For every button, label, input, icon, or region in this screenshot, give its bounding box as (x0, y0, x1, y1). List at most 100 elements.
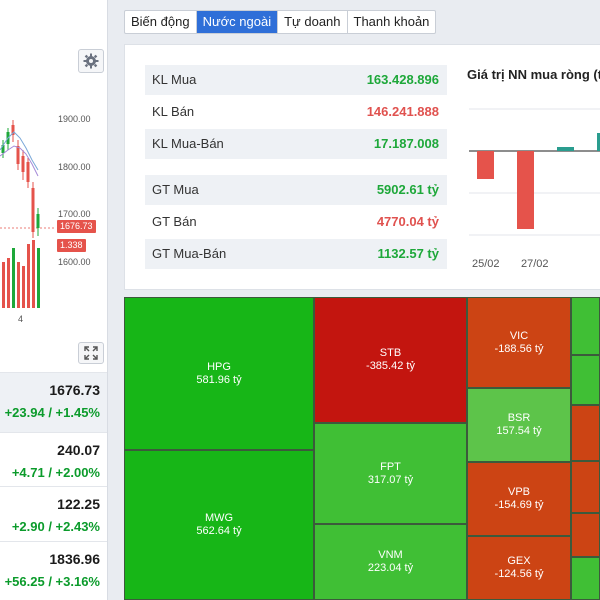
treemap-value: 223.04 tỷ (367, 562, 414, 574)
treemap-value: -124.56 tỷ (494, 568, 544, 580)
net-buy-bar (477, 151, 494, 179)
candle (1, 145, 5, 153)
stat-label: GT Bán (152, 214, 197, 229)
index-value: 122.25 (57, 496, 100, 512)
index-row[interactable]: 122.25 +2.90 / +2.43% (0, 486, 107, 546)
treemap-value: 317.07 tỷ (367, 473, 414, 486)
volume-bar (17, 262, 20, 308)
treemap-value: -154.69 tỷ (494, 499, 544, 511)
index-panel: 1900.00 1800.00 1700.00 1600.00 1676.73 … (0, 0, 108, 600)
treemap-cell-partial[interactable] (571, 461, 600, 513)
net-buy-x-label: 25/02 (472, 258, 500, 270)
treemap-symbol: VIC (509, 329, 529, 342)
net-buy-bar (597, 133, 600, 151)
price-level-label: 1900.00 (58, 114, 91, 124)
treemap-cell[interactable]: VIC -188.56 tỷ (467, 297, 571, 388)
treemap-cell-partial[interactable] (571, 405, 600, 461)
treemap-value: -385.42 tỷ (366, 360, 415, 372)
stat-label: KL Mua-Bán (152, 136, 224, 151)
treemap-cell[interactable]: MWG 562.64 tỷ (124, 450, 314, 600)
volume-bar (12, 248, 15, 308)
treemap-cell[interactable]: STB -385.42 tỷ (314, 297, 467, 423)
index-value: 240.07 (57, 442, 100, 458)
treemap-cell[interactable]: VNM 223.04 tỷ (314, 524, 467, 600)
stat-row: GT Mua 5902.61 tỷ (145, 175, 447, 205)
treemap-cell[interactable]: GEX -124.56 tỷ (467, 536, 571, 600)
net-buy-chart-title: Giá trị NN mua ròng (t (467, 67, 600, 82)
net-buy-chart: 25/02 27/02 (469, 108, 600, 270)
net-buy-bar (557, 147, 574, 151)
treemap-value: 581.96 tỷ (196, 373, 242, 386)
volume-bar (27, 244, 30, 308)
stat-row: GT Mua-Bán 1132.57 tỷ (145, 239, 447, 269)
treemap-cell[interactable]: HPG 581.96 tỷ (124, 297, 314, 450)
index-change: +23.94 / +1.45% (4, 405, 100, 420)
stat-value: 1132.57 tỷ (377, 246, 439, 261)
stat-label: GT Mua (152, 182, 199, 197)
volume-tag: 1.338 (57, 239, 86, 252)
x-tick-label: 4 (18, 314, 24, 324)
volume-bar (22, 266, 25, 308)
stat-value: 163.428.896 (366, 72, 439, 87)
candle (11, 125, 15, 135)
price-level-label: 1600.00 (58, 257, 91, 267)
tab-tu-doanh[interactable]: Tự doanh (278, 11, 348, 33)
gear-icon (83, 53, 99, 69)
net-buy-bar (517, 151, 534, 229)
treemap-cell-partial[interactable] (571, 355, 600, 405)
index-mini-chart (0, 120, 56, 308)
treemap-symbol: VNM (378, 549, 403, 561)
tab-thanh-khoan[interactable]: Thanh khoản (353, 14, 430, 29)
volume-bar (2, 262, 5, 308)
stat-row: KL Mua 163.428.896 (145, 65, 447, 95)
index-row[interactable]: 240.07 +4.71 / +2.00% (0, 432, 107, 492)
treemap-cell[interactable]: BSR 157.54 tỷ (467, 388, 571, 462)
candle (16, 146, 20, 164)
chart-settings-button[interactable] (78, 49, 104, 73)
treemap-cell-partial[interactable] (571, 557, 600, 600)
treemap-symbol: GEX (507, 555, 531, 567)
current-price-tag: 1676.73 (57, 220, 96, 233)
treemap-cell[interactable]: FPT 317.07 tỷ (314, 423, 467, 524)
treemap-symbol: VPB (507, 486, 530, 498)
tab-bien-dong[interactable]: Biến động (125, 11, 197, 33)
treemap-value: 157.54 tỷ (496, 425, 542, 437)
index-change: +4.71 / +2.00% (11, 465, 100, 480)
treemap-cell-partial[interactable] (571, 513, 600, 557)
candle (36, 214, 40, 228)
foreign-net-treemap: HPG 581.96 tỷ MWG 562.64 tỷ STB -385.42 … (124, 297, 600, 600)
treemap-cell[interactable]: VPB -154.69 tỷ (467, 462, 571, 536)
foreign-summary-card: KL Mua 163.428.896 KL Bán 146.241.888 KL… (124, 44, 600, 290)
price-level-label: 1800.00 (58, 162, 91, 172)
expand-chart-button[interactable] (78, 342, 104, 364)
index-change: +56.25 / +3.16% (4, 574, 100, 589)
candle (21, 156, 25, 172)
treemap-symbol: FPT (380, 460, 401, 473)
index-value: 1836.96 (49, 551, 100, 567)
index-value: 1676.73 (49, 382, 100, 398)
index-change: +2.90 / +2.43% (11, 519, 100, 534)
treemap-symbol: STB (379, 347, 402, 359)
expand-icon (84, 346, 98, 360)
stat-row: GT Bán 4770.04 tỷ (145, 207, 447, 237)
stat-value: 4770.04 tỷ (376, 214, 439, 229)
stat-value: 5902.61 tỷ (376, 182, 439, 197)
volume-bar (7, 258, 10, 308)
volume-bar (37, 248, 40, 308)
index-row[interactable]: 1676.73 +23.94 / +1.45% (0, 372, 107, 432)
volume-bar (32, 240, 35, 308)
treemap-cell-partial[interactable] (571, 297, 600, 355)
treemap-value: -188.56 tỷ (494, 342, 544, 355)
tab-nuoc-ngoai[interactable]: Nước ngoài (196, 11, 279, 33)
stat-label: KL Mua (152, 72, 197, 87)
stat-value: 146.241.888 (366, 104, 439, 119)
stat-value: 17.187.008 (373, 136, 439, 151)
stat-row: KL Bán 146.241.888 (145, 97, 447, 127)
index-row[interactable]: 1836.96 +56.25 / +3.16% (0, 541, 107, 600)
treemap-value: 562.64 tỷ (196, 525, 242, 537)
stat-label: GT Mua-Bán (152, 246, 227, 261)
treemap-symbol: MWG (204, 512, 234, 524)
stat-row: KL Mua-Bán 17.187.008 (145, 129, 447, 159)
candle (31, 188, 35, 232)
